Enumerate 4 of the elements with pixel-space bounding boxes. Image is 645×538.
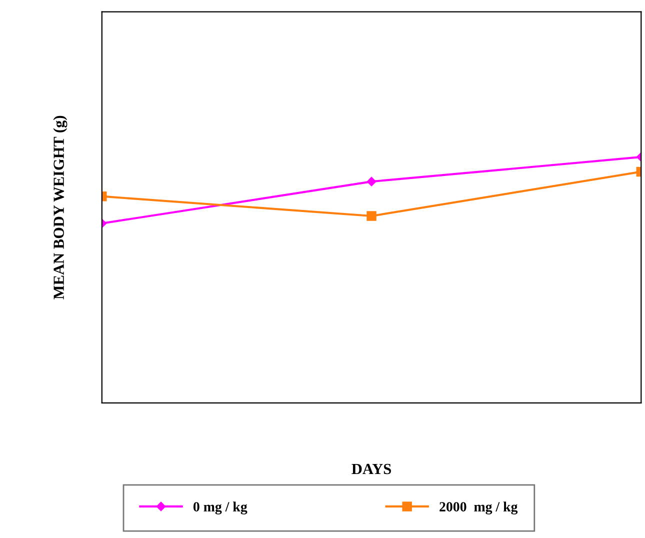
x-axis-title: DAYS [352, 464, 391, 474]
legend-label: 2000 mg / kg [440, 502, 518, 514]
legend-label: 0 mg / kg [193, 502, 248, 514]
y-axis-title: MEAN BODY WEIGHT (g) [53, 116, 68, 300]
